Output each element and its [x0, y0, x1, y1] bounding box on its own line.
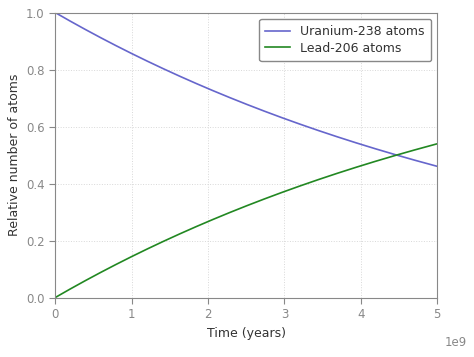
Uranium-238 atoms — [72, 21, 77, 26]
Text: 1e9: 1e9 — [444, 337, 466, 350]
Uranium-238 atoms — [435, 164, 440, 169]
X-axis label: Time (years): Time (years) — [207, 327, 286, 340]
Lead-206 atoms — [238, 206, 244, 210]
Uranium-238 atoms — [423, 161, 429, 166]
Lead-206 atoms — [353, 165, 359, 170]
Lead-206 atoms — [52, 296, 58, 300]
Lead-206 atoms — [228, 210, 234, 214]
Uranium-238 atoms — [423, 161, 429, 165]
Lead-206 atoms — [435, 142, 440, 146]
Uranium-238 atoms — [52, 10, 58, 15]
Uranium-238 atoms — [228, 96, 234, 100]
Uranium-238 atoms — [238, 100, 244, 104]
Lead-206 atoms — [423, 145, 429, 149]
Lead-206 atoms — [423, 145, 429, 149]
Lead-206 atoms — [72, 285, 77, 289]
Line: Lead-206 atoms: Lead-206 atoms — [55, 144, 438, 298]
Y-axis label: Relative number of atoms: Relative number of atoms — [8, 74, 20, 236]
Uranium-238 atoms — [353, 141, 359, 145]
Line: Uranium-238 atoms: Uranium-238 atoms — [55, 12, 438, 166]
Legend: Uranium-238 atoms, Lead-206 atoms: Uranium-238 atoms, Lead-206 atoms — [259, 19, 431, 61]
